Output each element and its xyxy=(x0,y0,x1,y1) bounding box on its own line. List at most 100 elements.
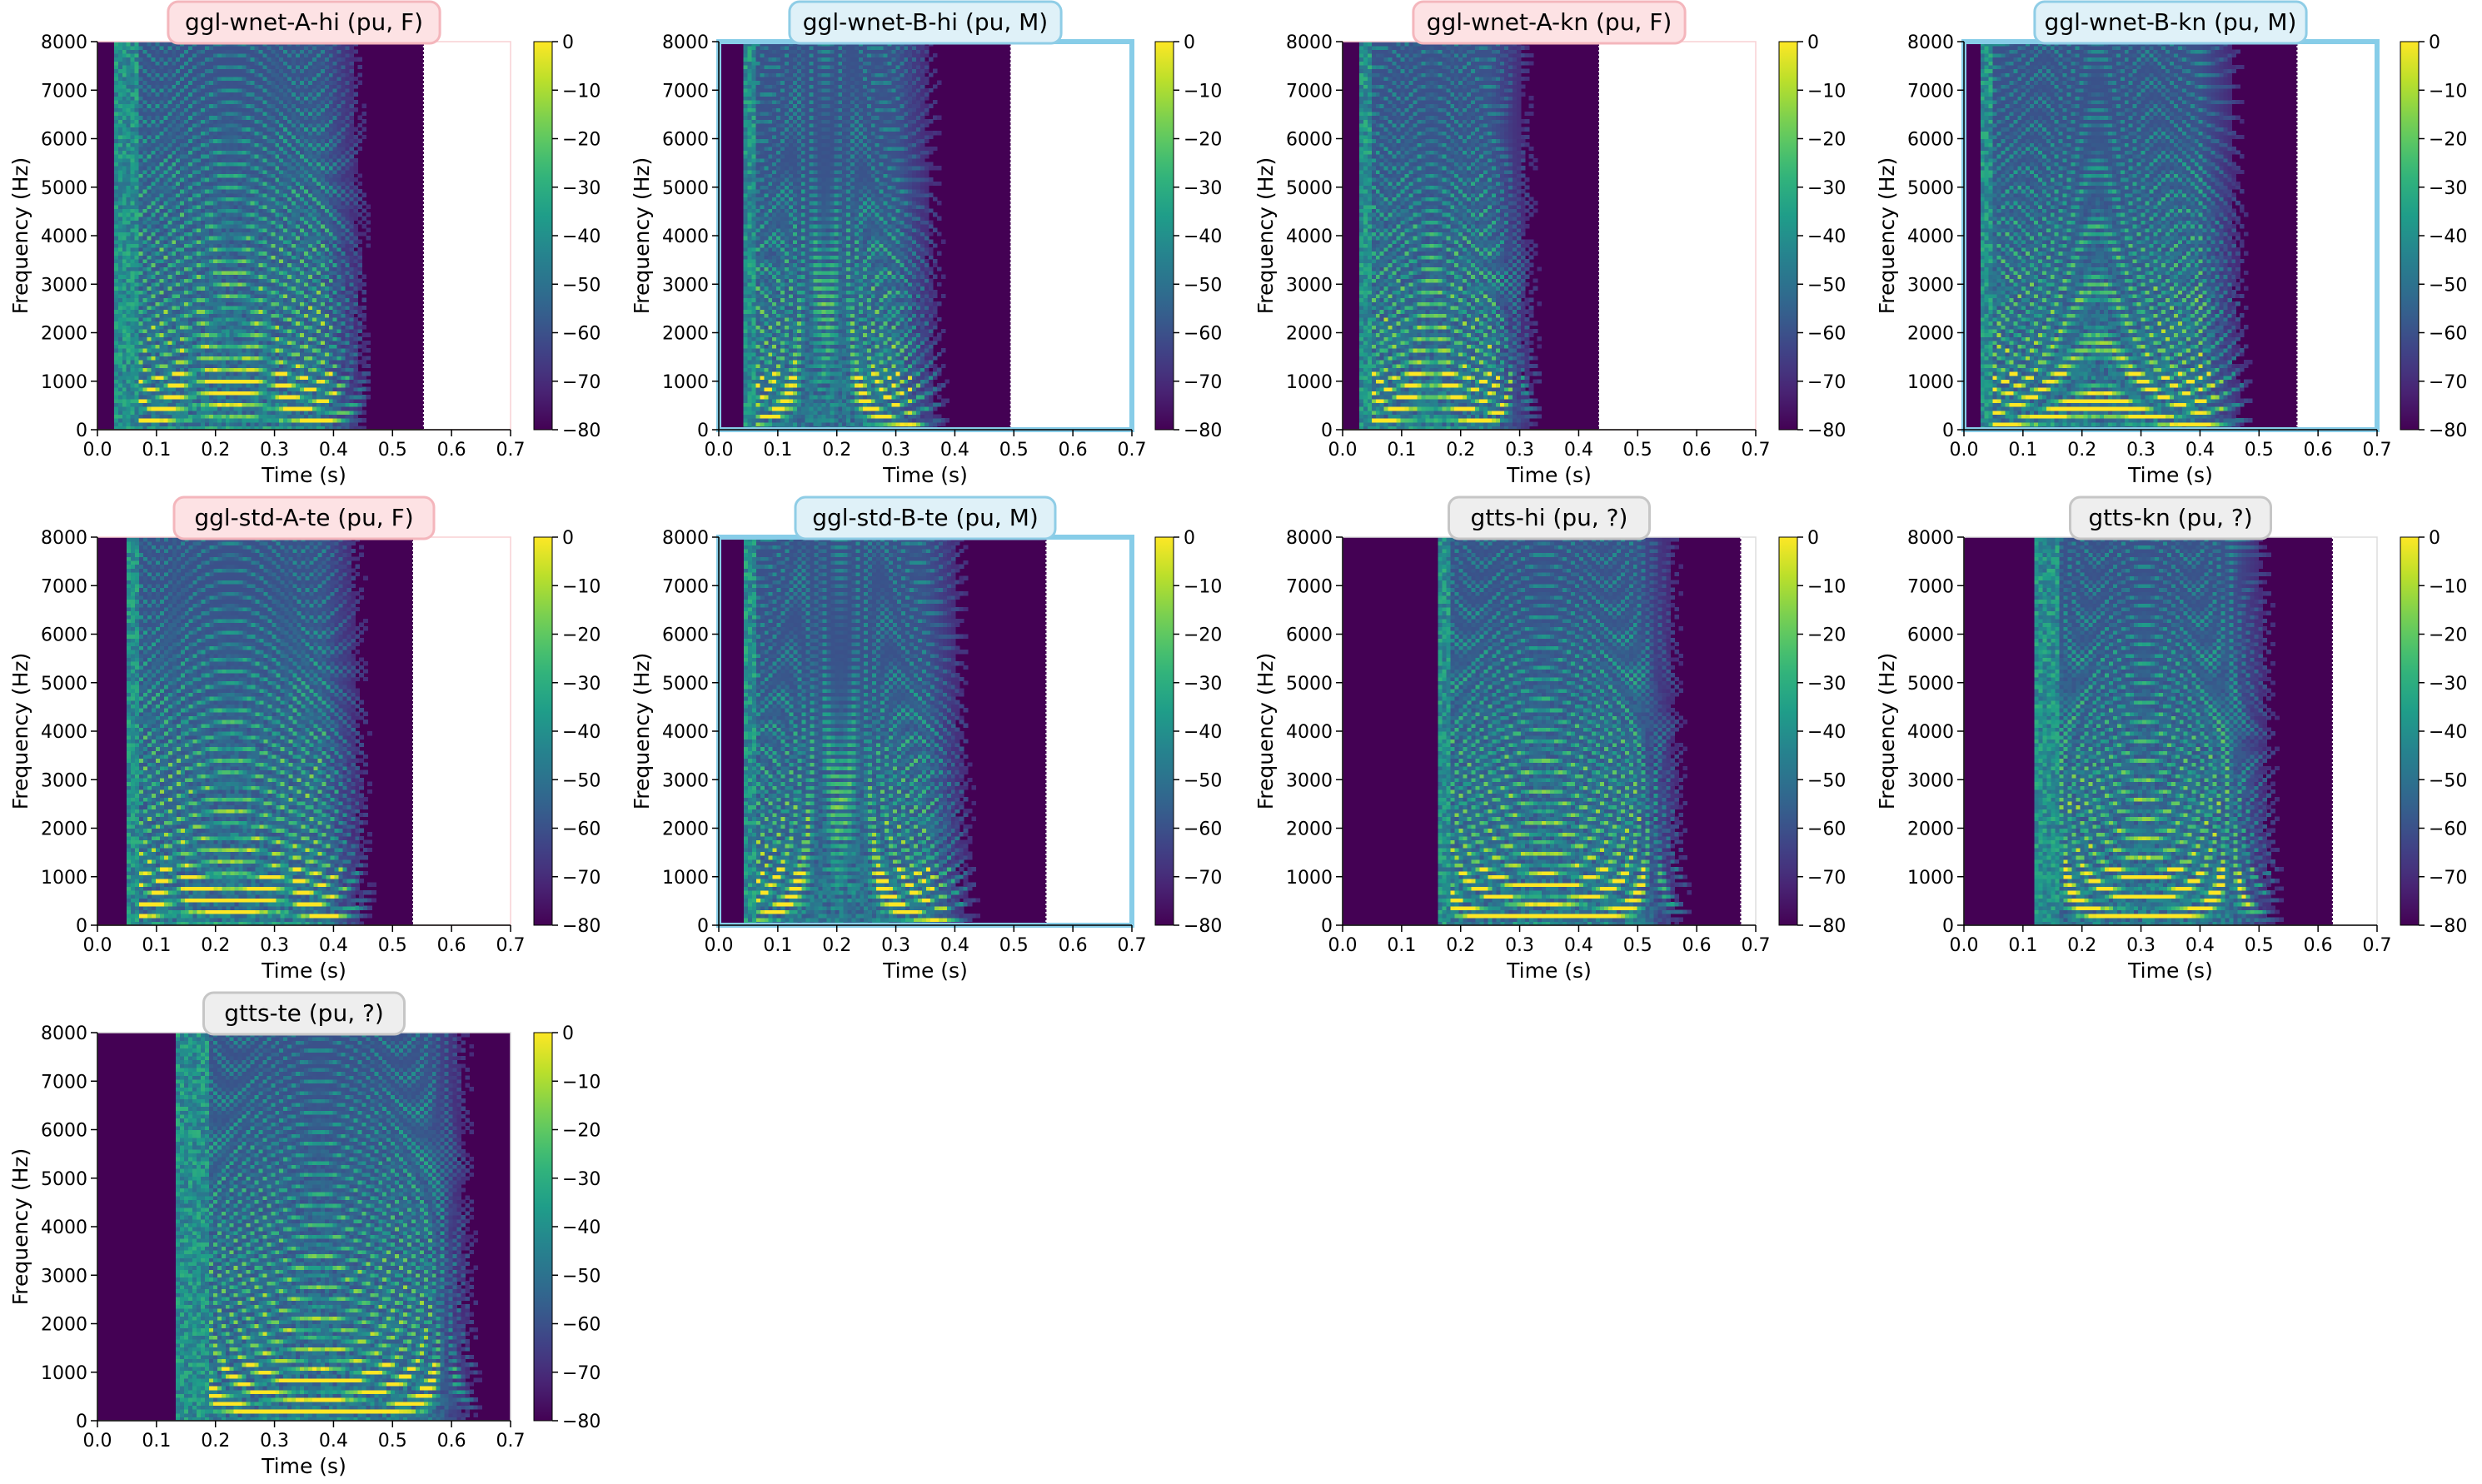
y-tick-label: 1000 xyxy=(1907,372,1954,393)
colorbar-tick-label: −80 xyxy=(1184,916,1222,937)
colorbar-tick-label: 0 xyxy=(1184,528,1195,549)
y-tick-label: 0 xyxy=(1942,916,1954,937)
x-tick-label: 0.4 xyxy=(940,440,969,461)
y-tick-label: 6000 xyxy=(41,1121,87,1142)
y-tick-label: 8000 xyxy=(662,32,709,53)
y-axis-label: Frequency (Hz) xyxy=(8,653,32,810)
x-tick-label: 0.6 xyxy=(437,935,466,956)
x-tick-label: 0.5 xyxy=(378,935,407,956)
x-tick-label: 0.4 xyxy=(2185,935,2215,956)
y-tick-label: 4000 xyxy=(41,722,87,743)
x-tick-label: 0.0 xyxy=(705,440,734,461)
colorbar-tick-label: −20 xyxy=(562,130,601,151)
y-axis-label: Frequency (Hz) xyxy=(1253,157,1278,315)
y-tick-label: 1000 xyxy=(41,372,87,393)
x-tick-label: 0.3 xyxy=(1505,440,1534,461)
y-tick-label: 5000 xyxy=(1286,674,1333,695)
spectrogram-image xyxy=(719,537,1046,926)
y-tick-label: 0 xyxy=(697,916,709,937)
x-tick-label: 0.7 xyxy=(1118,935,1147,956)
x-tick-label: 0.2 xyxy=(201,935,230,956)
y-tick-label: 3000 xyxy=(662,770,709,791)
spectrogram-panel: 0.0 0.1 0.2 0.3 0.4 0.5 0.6 0.70100020003000400… xyxy=(630,2,1222,487)
y-tick-label: 7000 xyxy=(41,81,87,102)
spectrogram-panel: 0.0 0.1 0.2 0.3 0.4 0.5 0.6 0.70100020003000400… xyxy=(8,497,601,983)
x-tick-label: 0.7 xyxy=(2363,440,2392,461)
colorbar-tick-label: −50 xyxy=(562,770,601,791)
spectrogram-image xyxy=(1343,537,1741,926)
colorbar xyxy=(534,537,552,925)
y-tick-label: 5000 xyxy=(1907,674,1954,695)
colorbar-tick-label: −20 xyxy=(2429,130,2467,151)
y-tick-label: 2000 xyxy=(41,1315,87,1336)
colorbar xyxy=(1779,42,1797,430)
y-tick-label: 6000 xyxy=(1286,130,1333,151)
spectrogram-image xyxy=(1964,537,2333,926)
x-tick-label: 0.2 xyxy=(1446,440,1475,461)
x-tick-label: 0.5 xyxy=(1623,440,1652,461)
y-tick-label: 1000 xyxy=(41,868,87,889)
x-tick-label: 0.5 xyxy=(999,935,1029,956)
x-tick-label: 0.3 xyxy=(260,440,289,461)
x-tick-label: 0.3 xyxy=(1505,935,1534,956)
colorbar-tick-label: −60 xyxy=(1184,819,1222,840)
y-tick-label: 7000 xyxy=(662,576,709,597)
y-tick-label: 5000 xyxy=(41,674,87,695)
y-tick-label: 0 xyxy=(76,421,87,441)
colorbar-tick-label: −30 xyxy=(562,674,601,695)
x-axis-label: Time (s) xyxy=(261,463,346,487)
spectrogram-image xyxy=(1964,42,2297,431)
colorbar-tick-label: −20 xyxy=(562,1121,601,1142)
y-tick-label: 1000 xyxy=(662,372,709,393)
x-tick-label: 0.7 xyxy=(496,1431,526,1452)
colorbar-tick-label: −20 xyxy=(1807,625,1846,646)
spectrogram-panel: 0.0 0.1 0.2 0.3 0.4 0.5 0.6 0.70100020003000400… xyxy=(1875,2,2467,487)
panel-title: ggl-wnet-A-kn (pu, F) xyxy=(1427,8,1672,36)
colorbar-tick-label: −60 xyxy=(562,324,601,345)
x-tick-label: 0.4 xyxy=(2185,440,2215,461)
colorbar-tick-label: −10 xyxy=(1184,81,1222,102)
colorbar-tick-label: −40 xyxy=(562,722,601,743)
spectrogram-panel: 0.0 0.1 0.2 0.3 0.4 0.5 0.6 0.70100020003000400… xyxy=(1253,2,1846,487)
x-axis-label: Time (s) xyxy=(1506,463,1592,487)
colorbar-tick-label: −20 xyxy=(2429,625,2467,646)
y-tick-label: 1000 xyxy=(1286,868,1333,889)
y-axis-label: Frequency (Hz) xyxy=(8,1148,32,1306)
x-tick-label: 0.6 xyxy=(1059,935,1088,956)
colorbar-tick-label: −80 xyxy=(1807,421,1846,441)
colorbar-tick-label: −30 xyxy=(2429,674,2467,695)
panel-title: ggl-wnet-B-kn (pu, M) xyxy=(2045,8,2297,36)
colorbar-tick-label: −50 xyxy=(1807,770,1846,791)
y-tick-label: 5000 xyxy=(41,178,87,199)
y-tick-label: 3000 xyxy=(1286,770,1333,791)
x-tick-label: 0.2 xyxy=(201,1431,230,1452)
y-tick-label: 4000 xyxy=(1907,722,1954,743)
x-tick-label: 0.1 xyxy=(2008,440,2037,461)
colorbar-tick-label: −80 xyxy=(2429,421,2467,441)
x-tick-label: 0.2 xyxy=(201,440,230,461)
x-tick-label: 0.4 xyxy=(1564,935,1593,956)
colorbar-tick-label: −60 xyxy=(1184,324,1222,345)
x-tick-label: 0.0 xyxy=(83,935,112,956)
x-axis-label: Time (s) xyxy=(2127,463,2213,487)
x-tick-label: 0.6 xyxy=(1682,440,1712,461)
x-tick-label: 0.7 xyxy=(1118,440,1147,461)
y-tick-label: 3000 xyxy=(662,275,709,296)
x-tick-label: 0.2 xyxy=(1446,935,1475,956)
y-tick-label: 0 xyxy=(76,916,87,937)
y-tick-label: 2000 xyxy=(1286,819,1333,840)
colorbar-tick-label: −70 xyxy=(1184,372,1222,393)
colorbar-tick-label: −50 xyxy=(562,1266,601,1287)
y-tick-label: 2000 xyxy=(1907,324,1954,345)
x-tick-label: 0.6 xyxy=(1059,440,1088,461)
colorbar-tick-label: −60 xyxy=(562,1315,601,1336)
y-tick-label: 7000 xyxy=(662,81,709,102)
x-tick-label: 0.6 xyxy=(437,440,466,461)
spectrogram-image xyxy=(719,42,1011,431)
colorbar-tick-label: −40 xyxy=(1807,227,1846,247)
x-axis-label: Time (s) xyxy=(2127,959,2213,983)
colorbar-tick-label: −70 xyxy=(562,372,601,393)
colorbar xyxy=(1779,537,1797,925)
y-tick-label: 5000 xyxy=(41,1169,87,1190)
panel-title: gtts-te (pu, ?) xyxy=(224,999,384,1027)
